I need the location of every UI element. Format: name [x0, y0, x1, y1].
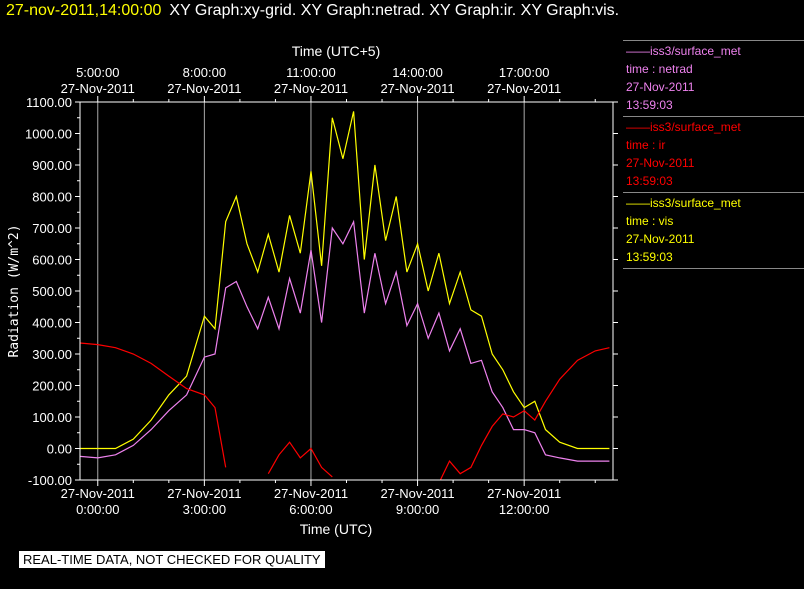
- y-tick-label: 700.00: [32, 221, 72, 236]
- x-tick-label: 27-Nov-2011: [274, 486, 348, 501]
- legend-var: time : vis: [626, 214, 674, 228]
- y-tick-label: 200.00: [32, 379, 72, 394]
- legend-var: time : ir: [626, 138, 666, 152]
- y-tick-label: 800.00: [32, 190, 72, 205]
- legend-station: ——iss3/surface_met: [626, 196, 741, 210]
- legend: ——iss3/surface_met time : netrad 27-Nov-20…: [623, 40, 804, 269]
- plot-frame: [79, 101, 614, 481]
- x-axis-title: Time (UTC): [300, 521, 373, 537]
- x-tick-label: 12:00:00: [499, 502, 550, 517]
- x2-tick-label: 8:00:00: [183, 65, 226, 80]
- y-tick-label: 1000.00: [25, 127, 72, 142]
- grid-lines: [97, 102, 525, 480]
- x2-tick-label: 27-Nov-2011: [167, 81, 241, 96]
- legend-date: 27-Nov-2011: [626, 80, 695, 94]
- y-tick-label: 400.00: [32, 316, 72, 331]
- legend-time: 13:59:03: [626, 98, 673, 112]
- x2-tick-label: 11:00:00: [286, 65, 336, 80]
- x-axis-bottom: 27-Nov-20110:00:0027-Nov-20113:00:0027-N…: [61, 480, 596, 517]
- y-tick-label: 600.00: [32, 253, 72, 268]
- legend-station: ——iss3/surface_met: [626, 120, 741, 134]
- x-tick-label: 6:00:00: [289, 502, 332, 517]
- quality-disclaimer: REAL-TIME DATA, NOT CHECKED FOR QUALITY: [19, 551, 325, 568]
- x2-tick-label: 27-Nov-2011: [61, 81, 135, 96]
- x2-axis-title: Time (UTC+5): [292, 43, 381, 59]
- series-line-ir: [80, 342, 610, 480]
- y-tick-label: 100.00: [32, 410, 72, 425]
- chart-header: 27-nov-2011,14:00:00 XY Graph:xy-grid. XY…: [6, 2, 619, 20]
- x-axis-top: 5:00:0027-Nov-20118:00:0027-Nov-201111:0…: [61, 65, 596, 102]
- x-tick-label: 27-Nov-2011: [380, 486, 454, 501]
- x-tick-label: 9:00:00: [396, 502, 439, 517]
- x2-tick-label: 27-Nov-2011: [487, 81, 561, 96]
- legend-date: 27-Nov-2011: [626, 232, 695, 246]
- x2-tick-label: 27-Nov-2011: [274, 81, 348, 96]
- y-tick-label: 500.00: [32, 284, 72, 299]
- x-tick-label: 27-Nov-2011: [167, 486, 241, 501]
- y-axis-title: Radiation (W/m^2): [7, 224, 22, 357]
- x-tick-label: 0:00:00: [76, 502, 119, 517]
- x-tick-label: 27-Nov-2011: [61, 486, 135, 501]
- series-line-vis: [80, 111, 610, 450]
- y-axis: -100.00 0.00 100.00 200.00 300.00 400.00 500.0…: [25, 95, 618, 488]
- x2-tick-label: 17:00:00: [499, 65, 550, 80]
- y-tick-label: -100.00: [28, 473, 72, 488]
- header-timestamp: 27-nov-2011,14:00:00: [6, 2, 162, 19]
- x-tick-label: 27-Nov-2011: [487, 486, 561, 501]
- x2-tick-label: 5:00:00: [76, 65, 119, 80]
- legend-date: 27-Nov-2011: [626, 156, 695, 170]
- y-tick-label: 0.00: [47, 442, 72, 457]
- x-tick-label: 3:00:00: [183, 502, 226, 517]
- series-lines: [80, 111, 610, 480]
- x2-tick-label: 14:00:00: [392, 65, 443, 80]
- y-tick-label: 300.00: [32, 347, 72, 362]
- series-line-netrad: [80, 219, 610, 462]
- x2-tick-label: 27-Nov-2011: [380, 81, 454, 96]
- header-graph-list: XY Graph:xy-grid. XY Graph:netrad. XY Gr…: [169, 2, 620, 19]
- y-tick-label: 1100.00: [26, 95, 72, 110]
- legend-station: ——iss3/surface_met: [626, 44, 741, 58]
- legend-time: 13:59:03: [626, 174, 673, 188]
- legend-time: 13:59:03: [626, 250, 673, 264]
- y-tick-label: 900.00: [32, 158, 72, 173]
- legend-var: time : netrad: [626, 62, 693, 76]
